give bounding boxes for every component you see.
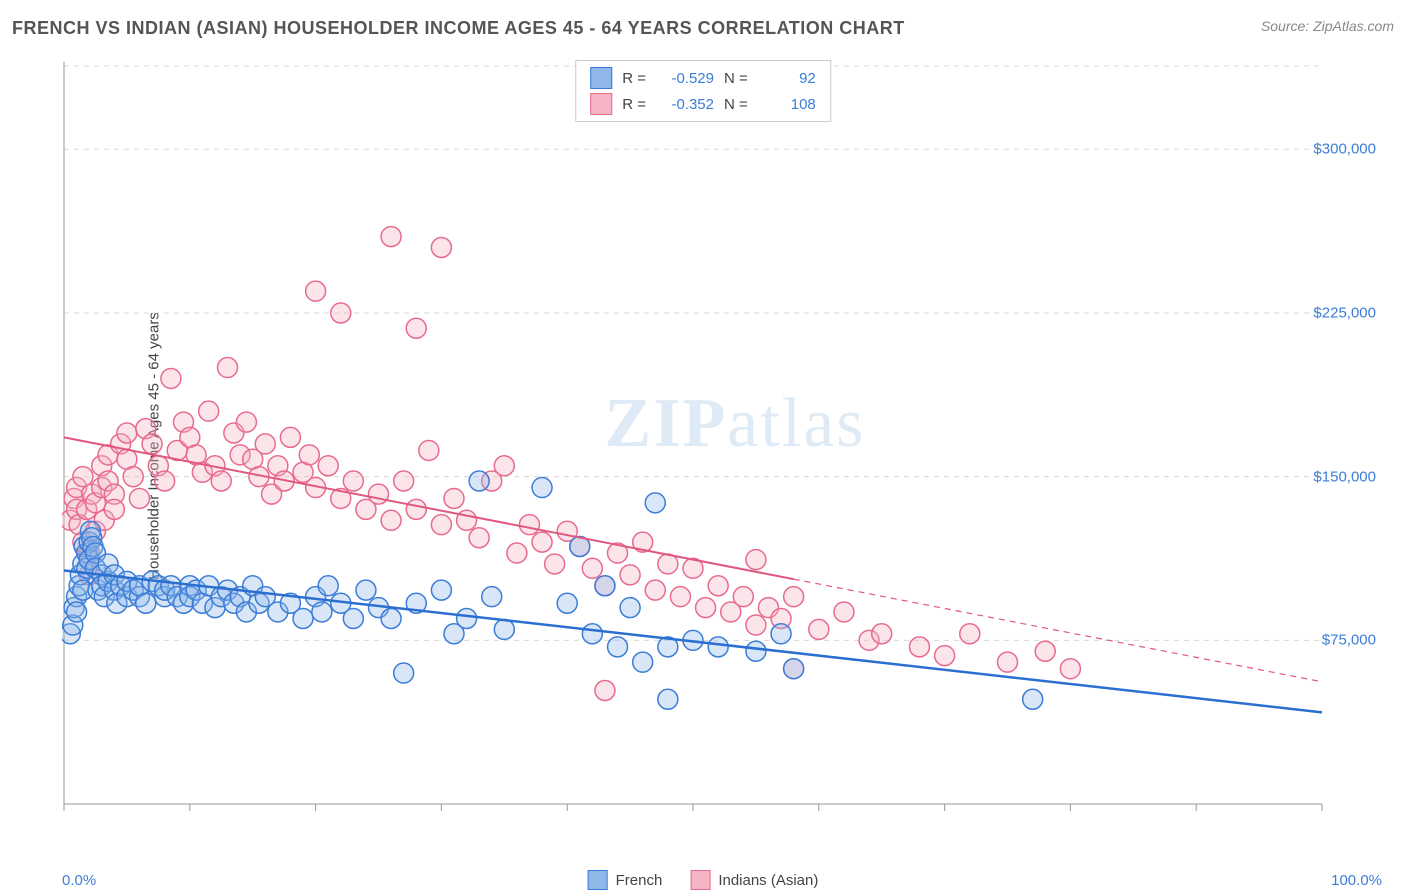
series-legend: French Indians (Asian) — [588, 870, 819, 890]
legend-row-indian: R = -0.352 N = 108 — [576, 91, 830, 117]
x-axis-min-label: 0.0% — [62, 872, 96, 889]
legend-label-indian: Indians (Asian) — [718, 872, 818, 889]
legend-swatch-french — [590, 67, 612, 89]
chart-title: FRENCH VS INDIAN (ASIAN) HOUSEHOLDER INC… — [12, 18, 905, 38]
legend-row-french: R = -0.529 N = 92 — [576, 65, 830, 91]
legend-item-french: French — [588, 870, 663, 890]
legend-n-value-indian: 108 — [758, 96, 816, 113]
legend-n-value-french: 92 — [758, 70, 816, 87]
scatter-chart-svg — [62, 54, 1382, 824]
source-attribution: Source: ZipAtlas.com — [1261, 18, 1394, 34]
y-tick-label: $150,000 — [1313, 468, 1376, 485]
source-name: ZipAtlas.com — [1313, 18, 1394, 34]
y-tick-label: $225,000 — [1313, 304, 1376, 321]
source-label: Source: — [1261, 18, 1309, 34]
legend-r-label: R = — [622, 96, 646, 113]
legend-swatch-indian — [590, 93, 612, 115]
legend-swatch-french-icon — [588, 870, 608, 890]
legend-item-indian: Indians (Asian) — [690, 870, 818, 890]
x-axis-max-label: 100.0% — [1331, 872, 1382, 889]
legend-r-value-indian: -0.352 — [656, 96, 714, 113]
correlation-legend: R = -0.529 N = 92 R = -0.352 N = 108 — [575, 60, 831, 122]
legend-n-label: N = — [724, 96, 748, 113]
legend-r-label: R = — [622, 70, 646, 87]
legend-n-label: N = — [724, 70, 748, 87]
legend-swatch-indian-icon — [690, 870, 710, 890]
chart-plot-area: ZIPatlas $75,000$150,000$225,000$300,000 — [62, 54, 1382, 824]
y-tick-label: $300,000 — [1313, 141, 1376, 158]
legend-r-value-french: -0.529 — [656, 70, 714, 87]
legend-label-french: French — [616, 872, 663, 889]
y-tick-label: $75,000 — [1322, 632, 1376, 649]
